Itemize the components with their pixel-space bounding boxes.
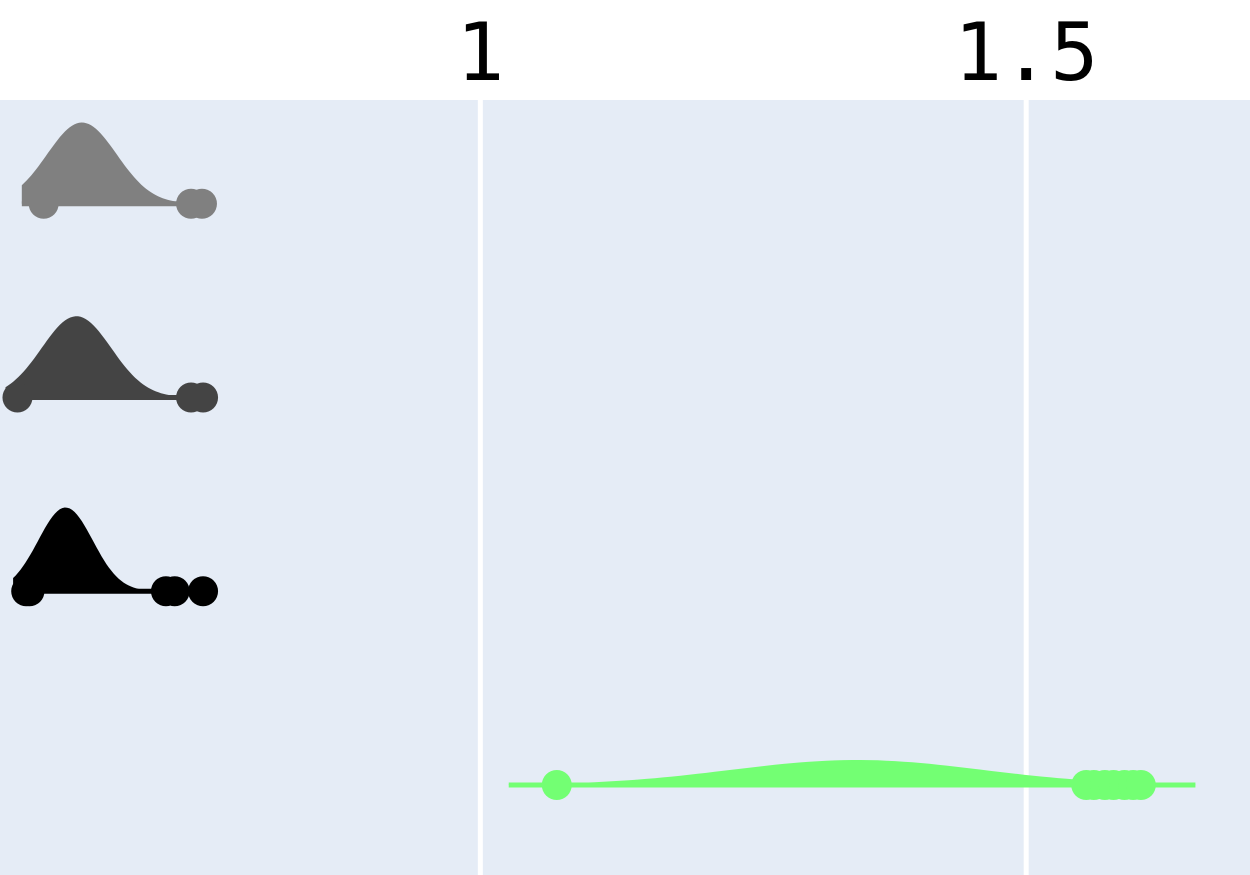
violin-2 (11, 507, 219, 607)
violin-2-density (13, 507, 210, 592)
violin-0 (21, 122, 217, 219)
violin-3-outlier-7 (1125, 770, 1156, 800)
violin-0-density (21, 122, 213, 204)
plot-area (0, 100, 1250, 875)
violin-3 (508, 760, 1196, 800)
x-tick-label-0: 1 (456, 6, 504, 99)
violin-2-outlier-4 (188, 576, 219, 607)
x-tick-label-1: 1.5 (954, 6, 1099, 99)
violin-1 (2, 316, 219, 413)
violin-0-outlier-2 (186, 188, 217, 219)
violin-2-outlier-1 (14, 576, 45, 607)
violin-1-outlier-2 (188, 382, 219, 413)
x-gridlines (477, 100, 1029, 875)
violin-1-outlier-0 (2, 382, 33, 413)
violin-3-outlier-0 (541, 770, 572, 800)
violin-1-density (5, 316, 213, 398)
x-tick-labels: 1 1.5 (456, 6, 1098, 99)
violin-series (2, 122, 1196, 800)
violin-2-outlier-3 (159, 576, 190, 607)
violin-3-density (508, 760, 1196, 785)
violin-0-outlier-0 (28, 188, 59, 219)
